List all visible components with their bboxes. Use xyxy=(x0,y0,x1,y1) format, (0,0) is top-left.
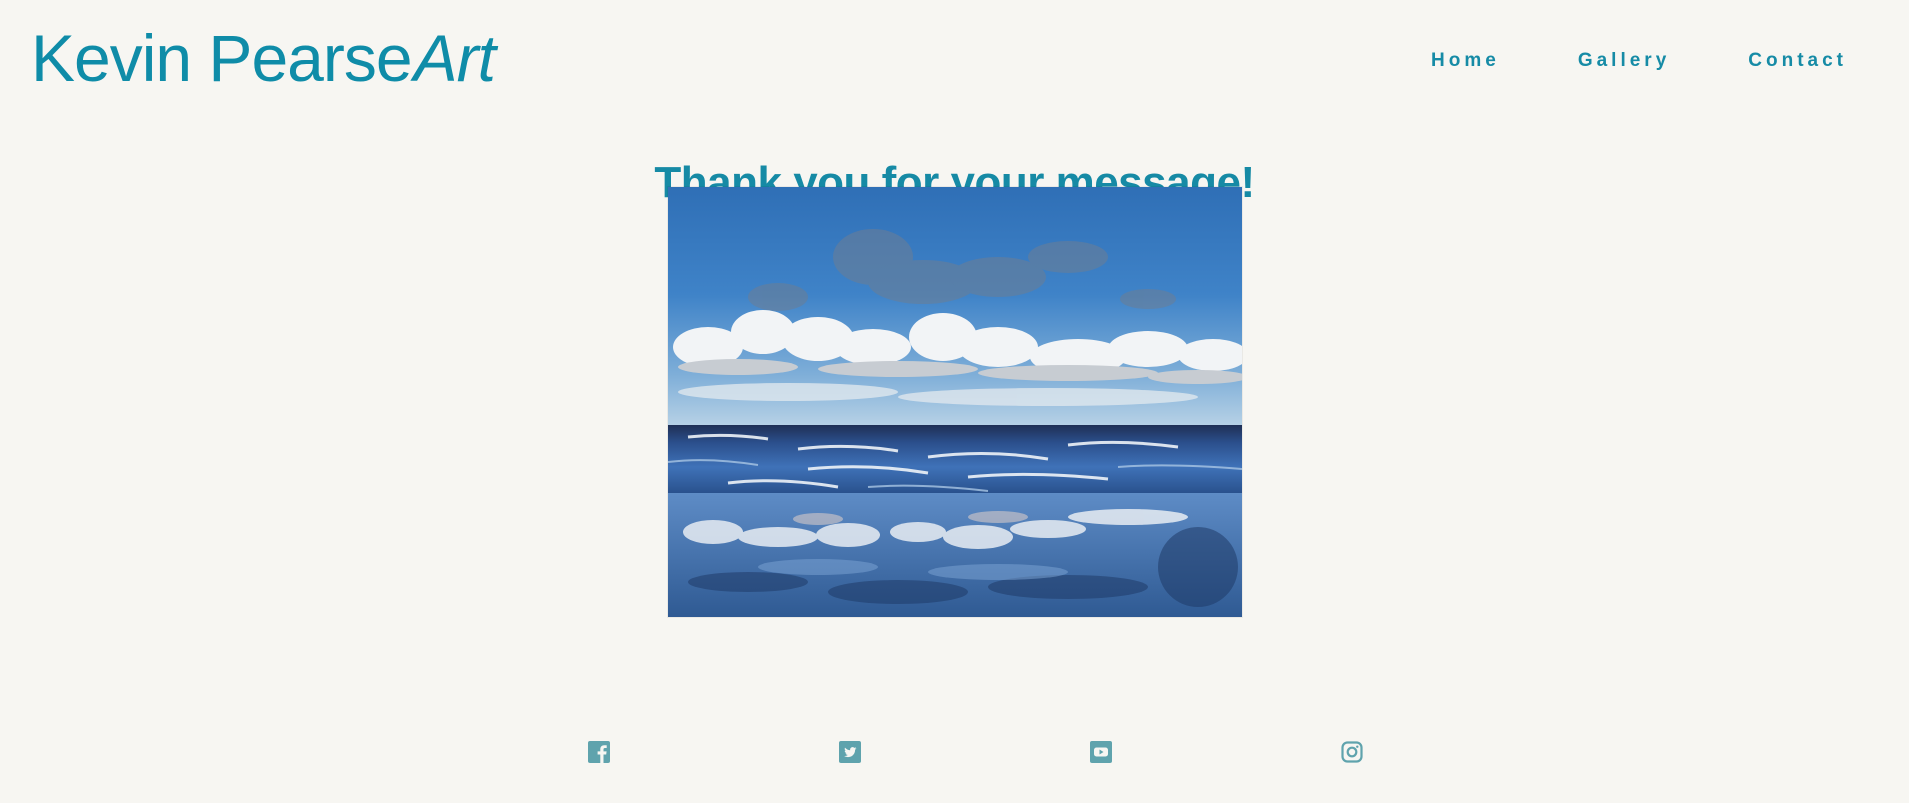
logo-name: Kevin Pearse xyxy=(31,21,413,95)
facebook-icon[interactable] xyxy=(587,740,611,764)
main-nav: Home Gallery Contact xyxy=(1353,48,1847,74)
logo-art: Art xyxy=(413,21,496,95)
youtube-icon[interactable] xyxy=(1089,740,1113,764)
nav-link-contact[interactable]: Contact xyxy=(1748,50,1847,71)
nav-link-home[interactable]: Home xyxy=(1431,50,1500,71)
social-links xyxy=(0,740,1909,768)
site-logo[interactable]: Kevin PearseArt xyxy=(31,18,496,98)
twitter-icon[interactable] xyxy=(838,740,862,764)
instagram-icon[interactable] xyxy=(1340,740,1364,764)
site-header: Kevin PearseArt Home Gallery Contact xyxy=(0,0,1909,110)
seascape-painting xyxy=(668,187,1242,617)
nav-link-gallery[interactable]: Gallery xyxy=(1577,50,1671,71)
